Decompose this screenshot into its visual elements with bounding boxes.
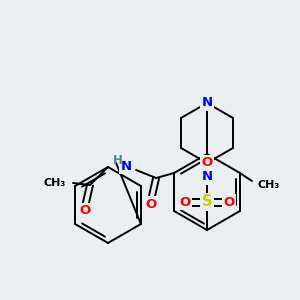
Text: N: N <box>201 97 213 110</box>
Text: N: N <box>201 170 213 184</box>
Text: O: O <box>80 205 91 218</box>
Text: S: S <box>202 194 212 209</box>
Text: O: O <box>146 197 157 211</box>
Text: O: O <box>224 196 235 208</box>
Text: H: H <box>113 154 123 166</box>
Text: CH₃: CH₃ <box>44 178 66 188</box>
Text: O: O <box>179 196 191 208</box>
Text: N: N <box>121 160 132 172</box>
Text: CH₃: CH₃ <box>258 180 280 190</box>
Text: O: O <box>201 157 213 169</box>
